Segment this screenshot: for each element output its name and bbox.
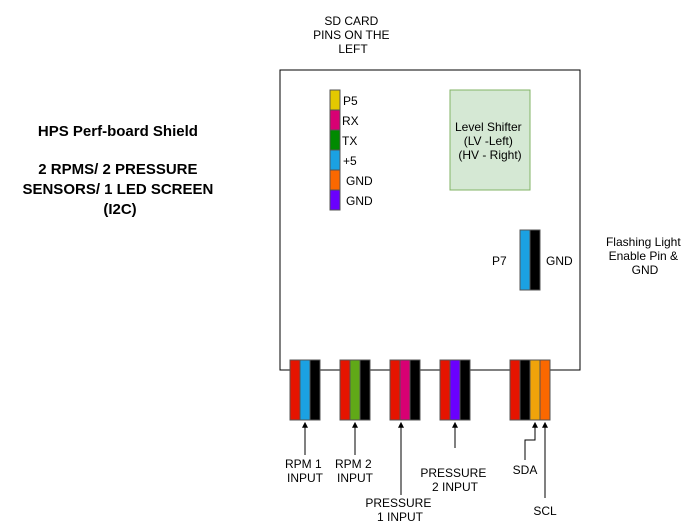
- sd-pin-label-5v: +5: [343, 154, 357, 168]
- label-sda: SDA: [513, 463, 538, 477]
- p7-pin-gnd: [529, 229, 541, 291]
- connector-pressure-2-pin-1: [439, 359, 451, 421]
- sd-pin-5v: [329, 149, 341, 171]
- p7-pin-signal: [519, 229, 531, 291]
- connector-pressure-2-pin-2: [449, 359, 461, 421]
- sd-pin-label-tx: TX: [342, 134, 357, 148]
- level-shifter-label: Level Shifter (LV -Left) (HV - Right): [455, 120, 525, 162]
- connector-i2c-pin-2: [519, 359, 531, 421]
- label-scl: SCL: [533, 504, 557, 518]
- connector-rpm-1-pin-1: [289, 359, 301, 421]
- label-pressure-2: PRESSURE 2 INPUT: [420, 466, 489, 494]
- connector-i2c-pin-4: [539, 359, 551, 421]
- perf-board: [279, 69, 581, 371]
- sd-pin-label-gnd-1: GND: [346, 174, 373, 188]
- connector-i2c-pin-1: [509, 359, 521, 421]
- connector-pressure-2: [439, 359, 471, 421]
- sd-pin-header: [329, 89, 341, 211]
- connector-pressure-1: [389, 359, 421, 421]
- sd-pin-label-rx: RX: [342, 114, 359, 128]
- connector-i2c: [509, 359, 551, 421]
- connector-pressure-2-pin-3: [459, 359, 471, 421]
- connector-rpm-2-pin-1: [339, 359, 351, 421]
- sd-pin-gnd-1: [329, 169, 341, 191]
- connector-pressure-1-pin-2: [399, 359, 411, 421]
- connector-rpm-1-pin-3: [309, 359, 321, 421]
- sd-pin-rx: [329, 109, 341, 131]
- label-rpm-2: RPM 2 INPUT: [335, 457, 375, 485]
- connector-i2c-pin-3: [529, 359, 541, 421]
- title-text: HPS Perf-board Shield 2 RPMS/ 2 PRESSURE…: [22, 123, 217, 218]
- connector-rpm-1: [289, 359, 321, 421]
- sd-pin-label-gnd-2: GND: [346, 194, 373, 208]
- sd-pin-label-p5: P5: [343, 94, 358, 108]
- p7-label: P7: [492, 254, 507, 268]
- connector-rpm-2: [339, 359, 371, 421]
- p7-gnd-label: GND: [546, 254, 573, 268]
- connector-rpm-2-pin-3: [359, 359, 371, 421]
- level-shifter-box: [449, 89, 531, 191]
- arrow-sda: [524, 421, 538, 460]
- connector-pressure-1-pin-1: [389, 359, 401, 421]
- connector-pressure-1-pin-3: [409, 359, 421, 421]
- label-pressure-1: PRESSURE 1 INPUT: [365, 496, 434, 524]
- connector-rpm-1-pin-2: [299, 359, 311, 421]
- sd-pin-gnd-2: [329, 189, 341, 211]
- sd-pin-p5: [329, 89, 341, 111]
- flashing-light-label: Flashing Light Enable Pin & GND: [606, 235, 684, 277]
- connector-rpm-2-pin-2: [349, 359, 361, 421]
- label-rpm-1: RPM 1 INPUT: [285, 457, 325, 485]
- sd-pin-tx: [329, 129, 341, 151]
- sd-card-label: SD CARD PINS ON THE LEFT: [313, 14, 393, 56]
